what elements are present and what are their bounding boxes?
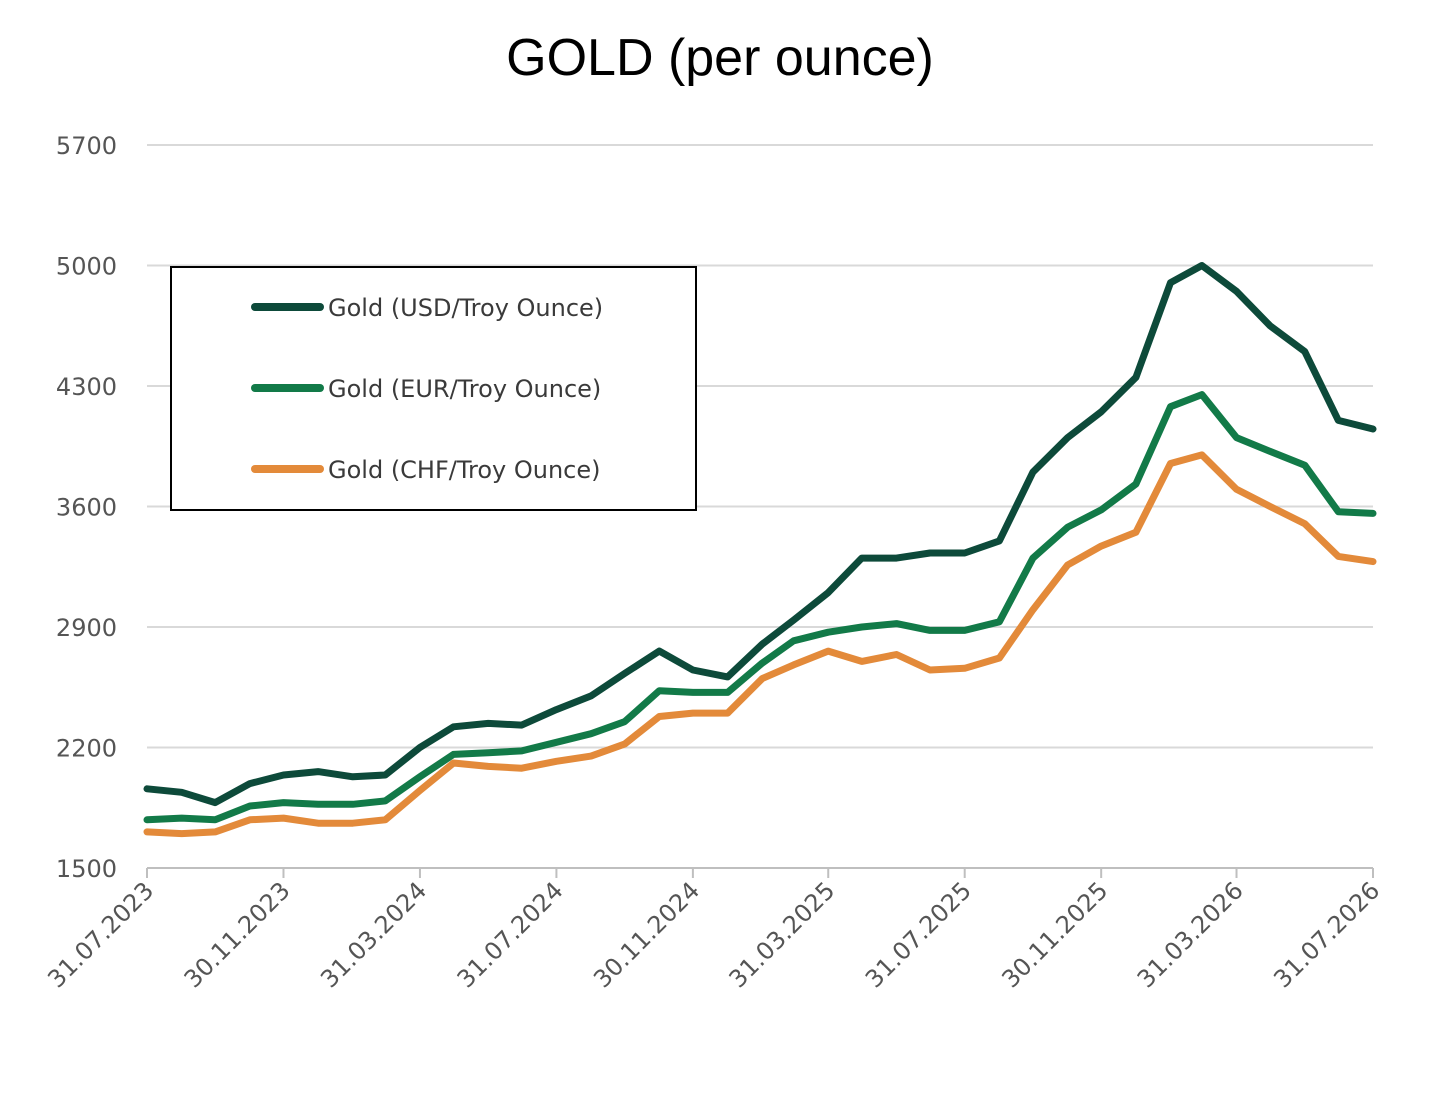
series-line: [143, 262, 1377, 807]
y-tick-label: 3600: [56, 494, 117, 522]
x-tick-label: 31.03.2026: [1132, 876, 1249, 993]
x-tick-label: 31.03.2024: [315, 876, 432, 993]
y-tick-label: 4300: [56, 373, 117, 401]
x-tick-label: 30.11.2023: [179, 876, 296, 993]
chart-title: GOLD (per ounce): [506, 29, 934, 87]
x-tick-label: 30.11.2025: [996, 876, 1113, 993]
legend-label: Gold (CHF/Troy Ounce): [328, 456, 601, 484]
x-tick-label: 31.07.2024: [452, 876, 569, 993]
series-line: [143, 391, 1377, 824]
x-tick-label: 31.07.2025: [860, 876, 977, 993]
x-tick-label: 31.03.2025: [724, 876, 841, 993]
legend-label: Gold (USD/Troy Ounce): [328, 294, 603, 322]
series-line: [143, 451, 1377, 838]
y-tick-label: 2900: [56, 614, 117, 642]
legend-label: Gold (EUR/Troy Ounce): [328, 375, 601, 403]
y-tick-label: 5000: [56, 253, 117, 281]
x-tick-label: 31.07.2026: [1268, 876, 1385, 993]
x-tick-label: 31.07.2023: [42, 876, 159, 993]
x-tick-label: 30.11.2024: [588, 876, 705, 993]
y-tick-label: 1500: [56, 855, 117, 883]
y-tick-label: 2200: [56, 735, 117, 763]
y-tick-label: 5700: [56, 132, 117, 160]
